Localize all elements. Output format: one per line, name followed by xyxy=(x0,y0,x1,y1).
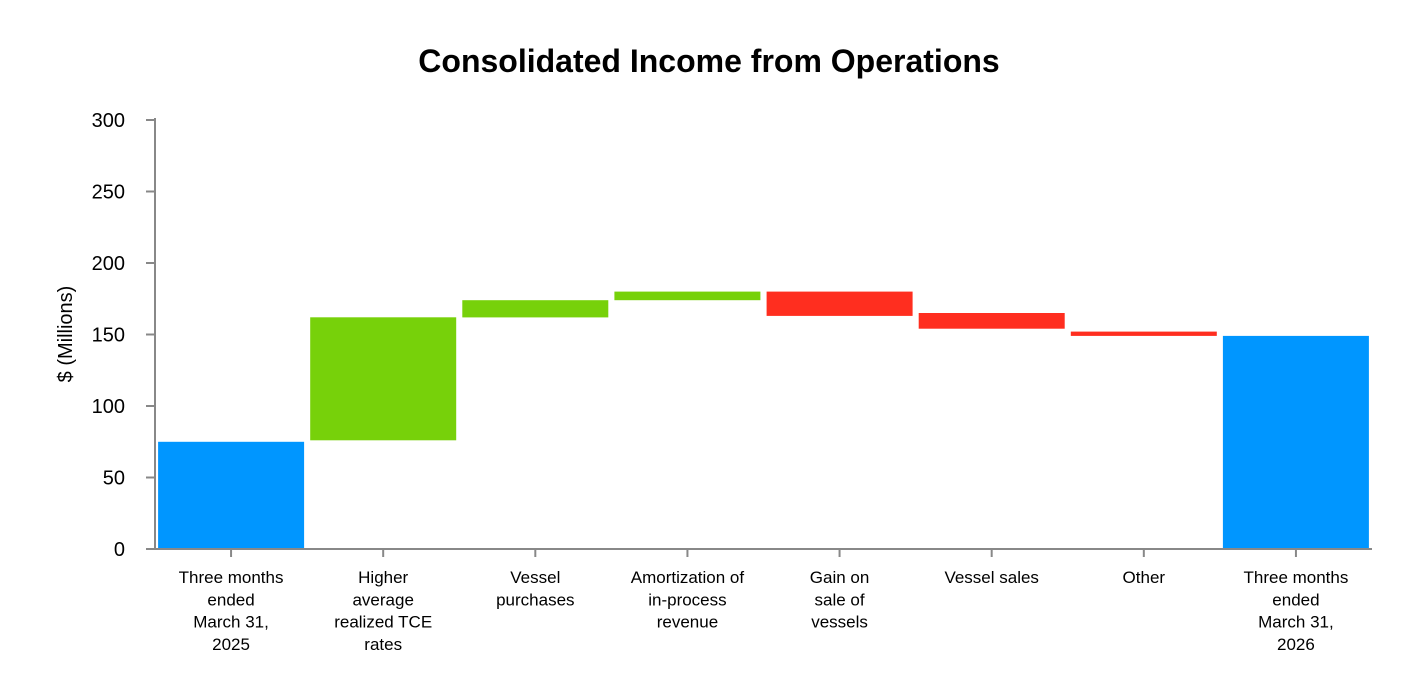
bar-increase xyxy=(310,317,457,441)
x-category-label: Other xyxy=(1123,568,1166,587)
y-axis-label: $ (Millions) xyxy=(55,286,77,383)
bar-increase xyxy=(462,300,609,318)
bar-total xyxy=(1222,335,1369,549)
x-category-label: Higher average realized TCE rates xyxy=(334,568,432,654)
bars-layer xyxy=(158,291,1369,550)
y-ticks-layer: 0 50 100 150 200 250 300 xyxy=(92,110,155,561)
bar-increase xyxy=(614,291,761,301)
y-tick-label: 50 xyxy=(103,468,125,490)
bar-total xyxy=(158,441,305,550)
chart-title: Consolidated Income from Operations xyxy=(418,43,999,79)
x-category-label: Amortization of in-process revenue xyxy=(631,568,745,632)
bar-decrease xyxy=(918,313,1065,329)
x-category-label: Vessel purchases xyxy=(496,568,574,609)
x-category-label: Three months ended March 31, 2026 xyxy=(1243,568,1348,654)
y-tick-label: 150 xyxy=(92,325,125,347)
y-tick-label: 250 xyxy=(92,182,125,204)
y-tick-label: 200 xyxy=(92,253,125,275)
x-category-label: Vessel sales xyxy=(944,568,1039,587)
y-tick-label: 0 xyxy=(114,539,125,561)
x-category-label: Gain on sale of vessels xyxy=(810,568,870,632)
bar-decrease xyxy=(1070,331,1217,336)
y-tick-label: 300 xyxy=(92,110,125,132)
x-labels-layer: Three months ended March 31, 2025 Higher aver… xyxy=(179,549,1348,654)
x-category-label: Three months ended March 31, 2025 xyxy=(179,568,284,654)
bar-decrease xyxy=(766,291,913,316)
y-tick-label: 100 xyxy=(92,396,125,418)
